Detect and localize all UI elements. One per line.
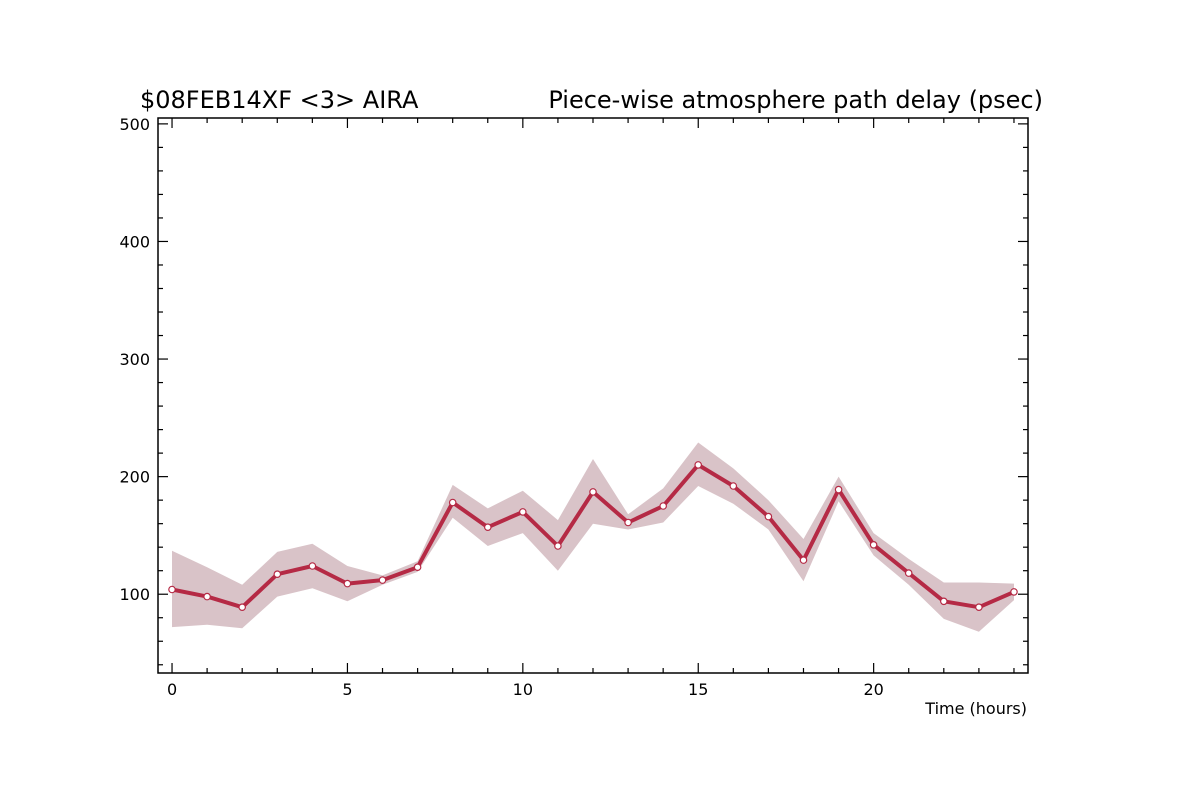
data-point: [764, 512, 773, 521]
data-point: [343, 579, 352, 588]
data-point: [904, 569, 913, 577]
x-tick-label: 20: [863, 680, 883, 699]
y-tick-label: 300: [119, 350, 150, 369]
data-point: [413, 563, 422, 572]
data-point: [518, 508, 527, 516]
data-point: [378, 576, 387, 584]
data-point: [939, 597, 948, 606]
data-point: [869, 540, 878, 549]
data-point: [308, 562, 317, 570]
data-point: [238, 603, 247, 612]
data-point-layer: [168, 461, 1018, 612]
data-point: [554, 542, 562, 550]
data-point: [168, 585, 176, 594]
data-point: [729, 482, 738, 490]
uncertainty-band: [172, 442, 1014, 632]
data-point: [589, 488, 597, 496]
data-point: [799, 556, 808, 564]
data-point: [975, 603, 983, 612]
data-point: [448, 498, 457, 507]
data-point: [694, 461, 703, 469]
data-point: [1010, 588, 1018, 596]
y-tick-label: 100: [119, 585, 150, 604]
data-point: [834, 485, 843, 494]
data-point: [483, 523, 492, 532]
data-point: [273, 570, 282, 579]
axes-frame: [157, 117, 1029, 674]
data-point: [624, 518, 632, 527]
y-tick-label: 200: [119, 468, 150, 487]
uncertainty-band-layer: [172, 442, 1014, 632]
x-tick-label: 0: [167, 680, 177, 699]
y-tick-label: 500: [119, 115, 150, 134]
x-tick-label: 5: [342, 680, 352, 699]
chart-title-right: Piece-wise atmosphere path delay (psec): [548, 86, 1043, 114]
x-axis-label: Time (hours): [924, 699, 1027, 718]
data-point: [203, 592, 211, 601]
x-tick-label: 10: [513, 680, 533, 699]
data-point: [659, 502, 668, 510]
y-tick-label: 400: [119, 232, 150, 251]
tick-labels: 0 5 10 15 20 100 200 300 400 500: [119, 115, 883, 699]
chart-title-left: $08FEB14XF <3> AIRA: [140, 86, 419, 114]
x-tick-label: 15: [688, 680, 708, 699]
